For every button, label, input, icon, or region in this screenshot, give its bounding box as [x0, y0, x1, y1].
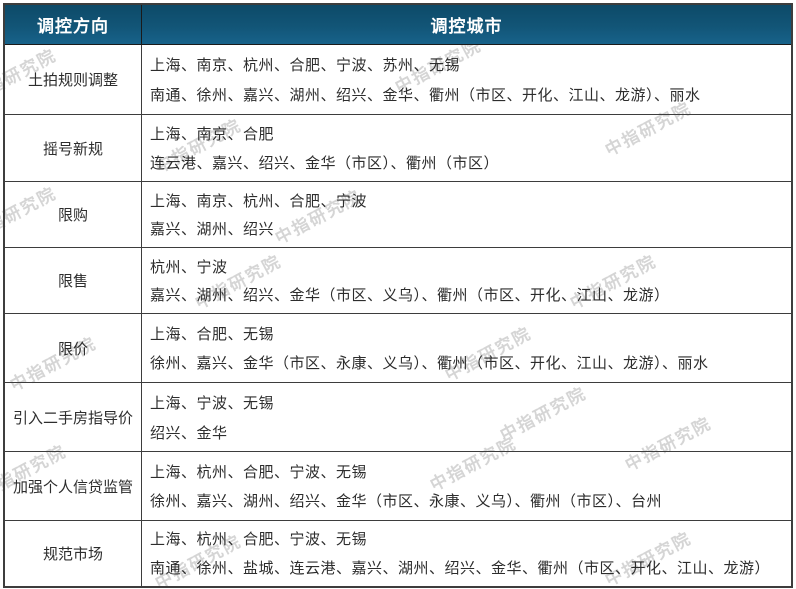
direction-cell: 引入二手房指导价 — [5, 383, 142, 453]
cities-line: 上海、南京、杭州、合肥、宁波、苏州、无锡 — [150, 57, 461, 75]
cities-cell: 上海、杭州、合肥、宁波、无锡 徐州、嘉兴、湖州、绍兴、金华（市区、永康、义乌）、… — [142, 452, 791, 521]
cities-line: 徐州、嘉兴、金华（市区、永康、义乌）、衢州（市区、开化、江山、龙游）、丽水 — [150, 355, 709, 373]
cities-line: 连云港、嘉兴、绍兴、金华（市区）、衢州（市区） — [150, 155, 500, 173]
cities-line: 上海、宁波、无锡 — [150, 394, 275, 412]
cities-cell: 上海、合肥、无锡 徐州、嘉兴、金华（市区、永康、义乌）、衢州（市区、开化、江山、… — [142, 314, 791, 384]
cities-line: 上海、杭州、合肥、宁波、无锡 — [150, 531, 368, 549]
cities-line: 上海、南京、杭州、合肥、宁波 — [150, 192, 368, 210]
cities-line: 上海、合肥、无锡 — [150, 325, 275, 343]
cities-line: 徐州、嘉兴、湖州、绍兴、金华（市区、永康、义乌）、衢州（市区）、台州 — [150, 493, 663, 511]
direction-cell: 土拍规则调整 — [5, 45, 142, 116]
cities-line: 嘉兴、湖州、绍兴、金华（市区、义乌）、衢州（市区、开化、江山、龙游） — [150, 287, 670, 305]
direction-cell: 规范市场 — [5, 520, 142, 586]
column-header-direction: 调控方向 — [5, 5, 142, 45]
column-header-cities: 调控城市 — [142, 5, 791, 45]
cities-line: 南通、徐州、盐城、连云港、嘉兴、湖州、绍兴、金华、衢州（市区、开化、江山、龙游） — [150, 560, 771, 578]
cities-line: 嘉兴、湖州、绍兴 — [150, 221, 275, 239]
cities-cell: 上海、南京、杭州、合肥、宁波、苏州、无锡 南通、徐州、嘉兴、湖州、绍兴、金华、衢… — [142, 45, 791, 116]
cities-line: 杭州、宁波 — [150, 258, 228, 276]
cities-line: 绍兴、金华 — [150, 424, 228, 442]
cities-line: 上海、杭州、合肥、宁波、无锡 — [150, 463, 368, 481]
cities-cell: 上海、南京、杭州、合肥、宁波 嘉兴、湖州、绍兴 — [142, 182, 791, 248]
cities-cell: 上海、宁波、无锡 绍兴、金华 — [142, 383, 791, 453]
cities-cell: 杭州、宁波 嘉兴、湖州、绍兴、金华（市区、义乌）、衢州（市区、开化、江山、龙游） — [142, 248, 791, 315]
cities-line: 南通、徐州、嘉兴、湖州、绍兴、金华、衢州（市区、开化、江山、龙游）、丽水 — [150, 87, 701, 105]
direction-cell: 限价 — [5, 314, 142, 384]
cities-cell: 上海、南京、合肥 连云港、嘉兴、绍兴、金华（市区）、衢州（市区） — [142, 115, 791, 183]
regulation-table: 调控方向 调控城市 土拍规则调整 上海、南京、杭州、合肥、宁波、苏州、无锡 南通… — [3, 3, 793, 588]
direction-cell: 限售 — [5, 247, 142, 315]
direction-cell: 加强个人信贷监管 — [5, 452, 142, 521]
cities-cell: 上海、杭州、合肥、宁波、无锡 南通、徐州、盐城、连云港、嘉兴、湖州、绍兴、金华、… — [142, 521, 791, 586]
direction-cell: 限购 — [5, 182, 142, 248]
cities-line: 上海、南京、合肥 — [150, 126, 275, 144]
direction-cell: 摇号新规 — [5, 115, 142, 183]
